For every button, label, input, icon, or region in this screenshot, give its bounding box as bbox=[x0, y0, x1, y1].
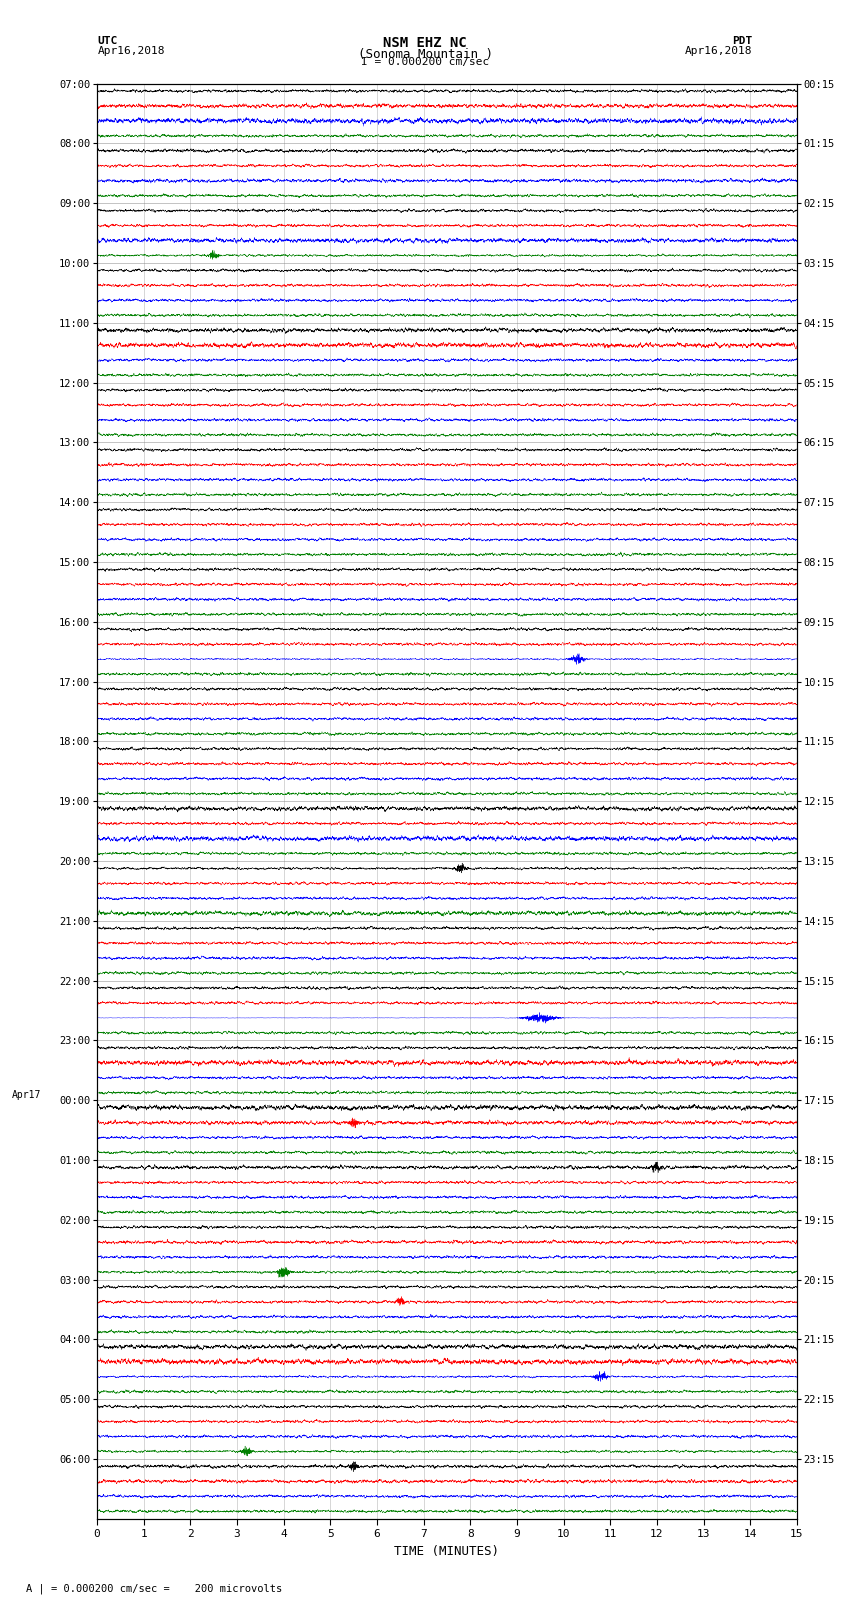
Text: (Sonoma Mountain ): (Sonoma Mountain ) bbox=[358, 47, 492, 61]
Text: UTC: UTC bbox=[98, 37, 118, 47]
X-axis label: TIME (MINUTES): TIME (MINUTES) bbox=[394, 1545, 500, 1558]
Text: A | = 0.000200 cm/sec =    200 microvolts: A | = 0.000200 cm/sec = 200 microvolts bbox=[26, 1582, 281, 1594]
Text: Apr16,2018: Apr16,2018 bbox=[685, 45, 752, 56]
Text: I = 0.000200 cm/sec: I = 0.000200 cm/sec bbox=[361, 58, 489, 68]
Text: Apr17: Apr17 bbox=[12, 1090, 41, 1100]
Text: NSM EHZ NC: NSM EHZ NC bbox=[383, 37, 467, 50]
Text: PDT: PDT bbox=[732, 37, 752, 47]
Text: Apr16,2018: Apr16,2018 bbox=[98, 45, 165, 56]
